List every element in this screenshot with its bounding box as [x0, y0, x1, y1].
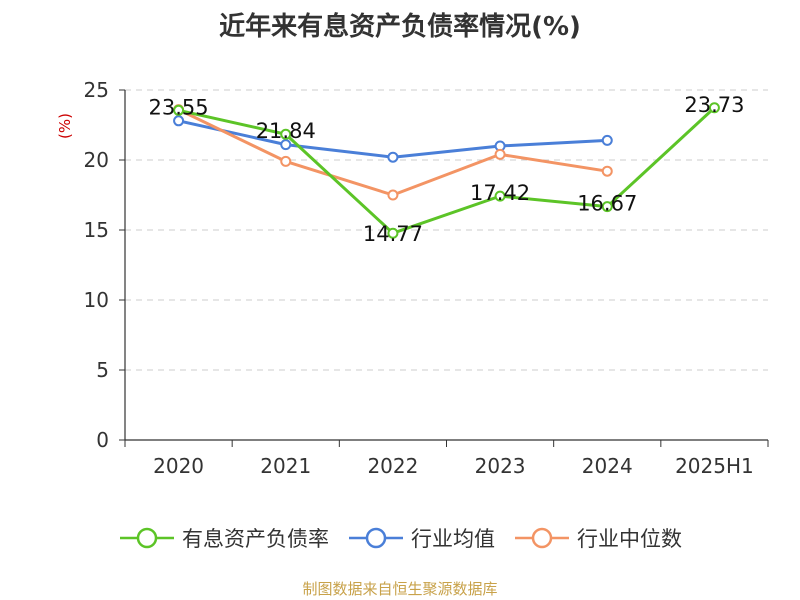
data-point: [387, 151, 399, 163]
x-tick-label: 2020: [153, 454, 204, 478]
x-tick-label: 2023: [475, 454, 526, 478]
data-point: [387, 227, 399, 239]
series-lines: [173, 102, 720, 239]
data-point: [280, 128, 292, 140]
data-label: 23.55: [149, 95, 209, 119]
data-point: [708, 102, 720, 114]
data-point: [280, 155, 292, 167]
data-point: [173, 115, 185, 127]
data-point: [601, 165, 613, 177]
x-tick-label: 2024: [582, 454, 633, 478]
data-label: 14.77: [363, 222, 423, 246]
chart-title: 近年来有息资产负债率情况(%): [219, 12, 581, 42]
legend-item-series-1[interactable]: 有息资产负债率: [118, 523, 329, 553]
data-point: [494, 148, 506, 160]
grid-lines: [125, 89, 768, 371]
data-point: [280, 139, 292, 151]
data-labels: 23.55 21.84 14.77 17.42 16.67 23.73: [149, 93, 745, 246]
y-tick-label: 25: [84, 78, 109, 102]
legend-label: 行业中位数: [577, 527, 682, 551]
axes: 0 5 10 15 20 25 2020 2021 2022 2023 2024 2025H1: [84, 78, 769, 478]
y-tick-label: 20: [84, 148, 109, 172]
y-tick-label: 15: [84, 218, 109, 242]
data-label: 16.67: [577, 192, 637, 216]
legend-label: 有息资产负债率: [182, 527, 329, 551]
y-tick-label: 5: [96, 358, 109, 382]
legend-line-circle-icon: [120, 527, 174, 549]
legend-line-circle-icon: [349, 527, 403, 549]
legend-item-series-3[interactable]: 行业中位数: [513, 523, 682, 553]
data-point: [173, 104, 185, 116]
data-label: 21.84: [256, 119, 316, 143]
source-note: 制图数据来自恒生聚源数据库: [302, 580, 498, 598]
y-axis-unit-label: (%): [56, 113, 74, 139]
series-line-1: [178, 106, 716, 235]
legend-label: 行业均值: [411, 527, 495, 551]
data-label: 17.42: [470, 181, 530, 205]
data-label: 23.73: [684, 93, 744, 117]
x-tick-label: 2022: [367, 454, 418, 478]
data-point: [601, 201, 613, 213]
y-tick-label: 10: [84, 288, 109, 312]
legend-item-series-2[interactable]: 行业均值: [347, 523, 495, 553]
legend: 有息资产负债率 行业均值 行业中位数: [0, 520, 800, 556]
legend-line-circle-icon: [515, 527, 569, 549]
x-tick-label: 2025H1: [675, 454, 754, 478]
x-tick-label: 2021: [260, 454, 311, 478]
data-point: [494, 190, 506, 202]
y-tick-label: 0: [96, 428, 109, 452]
data-point: [601, 134, 613, 146]
data-point: [387, 189, 399, 201]
